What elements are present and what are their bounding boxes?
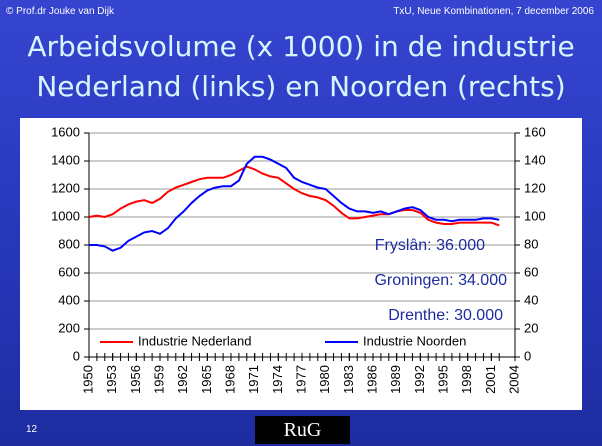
y-tick-label: 400: [58, 292, 80, 307]
copyright: © Prof.dr Jouke van Dijk: [6, 6, 114, 17]
y2-tick-label: 160: [524, 124, 546, 139]
x-tick-label: 1968: [222, 365, 237, 394]
logo: RuG: [255, 416, 350, 444]
legend-label: Industrie Nederland: [138, 333, 251, 348]
x-tick-label: 1980: [317, 365, 332, 394]
y-tick-label: 1200: [51, 180, 80, 195]
x-tick-label: 2004: [506, 365, 521, 394]
x-tick-label: 1977: [293, 365, 308, 394]
legend-label: Industrie Noorden: [363, 333, 466, 348]
x-tick-label: 1995: [435, 365, 450, 394]
annotation: Groningen: 34.000: [374, 272, 507, 289]
x-tick-label: 1971: [246, 365, 261, 394]
y-tick-label: 600: [58, 264, 80, 279]
y2-tick-label: 20: [524, 320, 538, 335]
x-tick-label: 1974: [270, 365, 285, 394]
y2-tick-label: 120: [524, 180, 546, 195]
y2-tick-label: 0: [524, 348, 531, 363]
x-tick-label: 1956: [128, 365, 143, 394]
y-tick-label: 800: [58, 236, 80, 251]
y2-tick-label: 40: [524, 292, 538, 307]
x-tick-label: 1950: [80, 365, 95, 394]
x-tick-label: 1986: [364, 365, 379, 394]
y-tick-label: 1600: [51, 124, 80, 139]
x-tick-label: 1962: [175, 365, 190, 394]
x-tick-label: 1998: [459, 365, 474, 394]
title-line: Nederland (links) en Noorden (rechts): [36, 70, 566, 103]
y2-tick-label: 140: [524, 152, 546, 167]
y2-tick-label: 100: [524, 208, 546, 223]
x-tick-label: 1989: [388, 365, 403, 394]
y-tick-label: 200: [58, 320, 80, 335]
y2-tick-label: 60: [524, 264, 538, 279]
x-tick-label: 1959: [151, 365, 166, 394]
y2-tick-label: 80: [524, 236, 538, 251]
annotation: Fryslân: 36.000: [375, 237, 485, 254]
y-tick-label: 1400: [51, 152, 80, 167]
chart-area: [20, 118, 582, 410]
y-tick-label: 0: [73, 348, 80, 363]
x-tick-label: 1992: [412, 365, 427, 394]
title-line: Arbeidsvolume (x 1000) in de industrie: [27, 30, 575, 63]
x-tick-label: 2001: [483, 365, 498, 394]
page-number: 12: [26, 424, 38, 435]
x-tick-label: 1953: [104, 365, 119, 394]
x-tick-label: 1983: [341, 365, 356, 394]
y-tick-label: 1000: [51, 208, 80, 223]
series-line: [89, 155, 500, 252]
series-line: [88, 165, 500, 227]
annotation: Drenthe: 30.000: [388, 307, 503, 324]
x-tick-label: 1965: [199, 365, 214, 394]
event: TxU, Neue Kombinationen, 7 december 2006: [393, 6, 594, 17]
